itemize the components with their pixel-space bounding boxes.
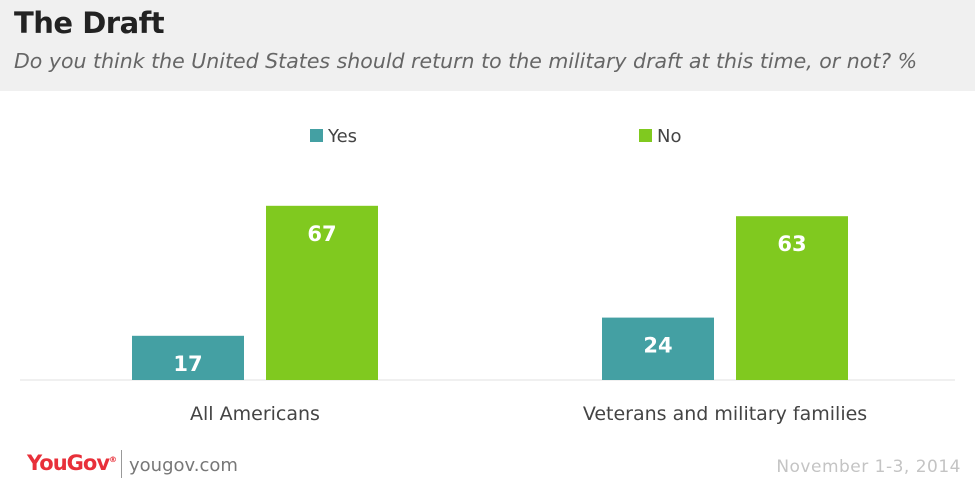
chart-subtitle: Do you think the United States should re… [14, 49, 918, 73]
yougov-logo-text: YouGov [27, 451, 110, 475]
legend-label-no: No [657, 126, 681, 147]
bar-no-2 [736, 216, 848, 380]
bar-chart: Yes No 17 67 All Americans 24 63 Veterans and m… [20, 126, 955, 425]
legend-swatch-yes [310, 129, 323, 142]
bar-yes-1 [132, 335, 244, 380]
category-label-2: Veterans and military families [583, 403, 867, 425]
footer-divider [121, 450, 122, 478]
legend-swatch-no [639, 129, 652, 142]
data-label-no-1: 67 [307, 222, 336, 246]
data-label-yes-1: 17 [173, 352, 202, 376]
data-label-no-2: 63 [777, 232, 806, 256]
chart-header: The Draft Do you think the United States… [0, 0, 975, 91]
yougov-logo: YouGov® [27, 451, 118, 475]
bar-yes-2 [602, 317, 714, 380]
footer-url: yougov.com [129, 455, 238, 476]
bar-no-1 [266, 205, 378, 380]
chart-title: The Draft [14, 6, 165, 40]
category-label-1: All Americans [190, 403, 320, 425]
legend-label-yes: Yes [327, 126, 357, 147]
survey-date: November 1-3, 2014 [776, 457, 961, 477]
data-label-yes-2: 24 [643, 334, 672, 358]
